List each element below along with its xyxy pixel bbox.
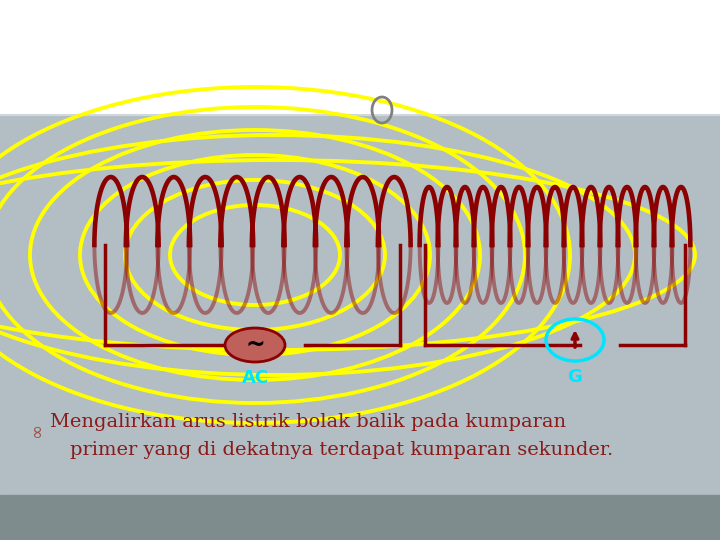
Text: ∞: ∞ bbox=[28, 422, 46, 437]
Text: Mengalirkan arus listrik bolak balik pada kumparan: Mengalirkan arus listrik bolak balik pad… bbox=[50, 413, 566, 431]
Text: primer yang di dekatnya terdapat kumparan sekunder.: primer yang di dekatnya terdapat kumpara… bbox=[70, 441, 613, 459]
Ellipse shape bbox=[225, 328, 285, 362]
Bar bbox=[0, 495, 720, 540]
Bar bbox=[0, 0, 720, 115]
Bar bbox=[0, 115, 720, 495]
Text: ~: ~ bbox=[245, 333, 265, 357]
Text: G: G bbox=[567, 368, 582, 386]
Text: AC: AC bbox=[241, 369, 269, 387]
